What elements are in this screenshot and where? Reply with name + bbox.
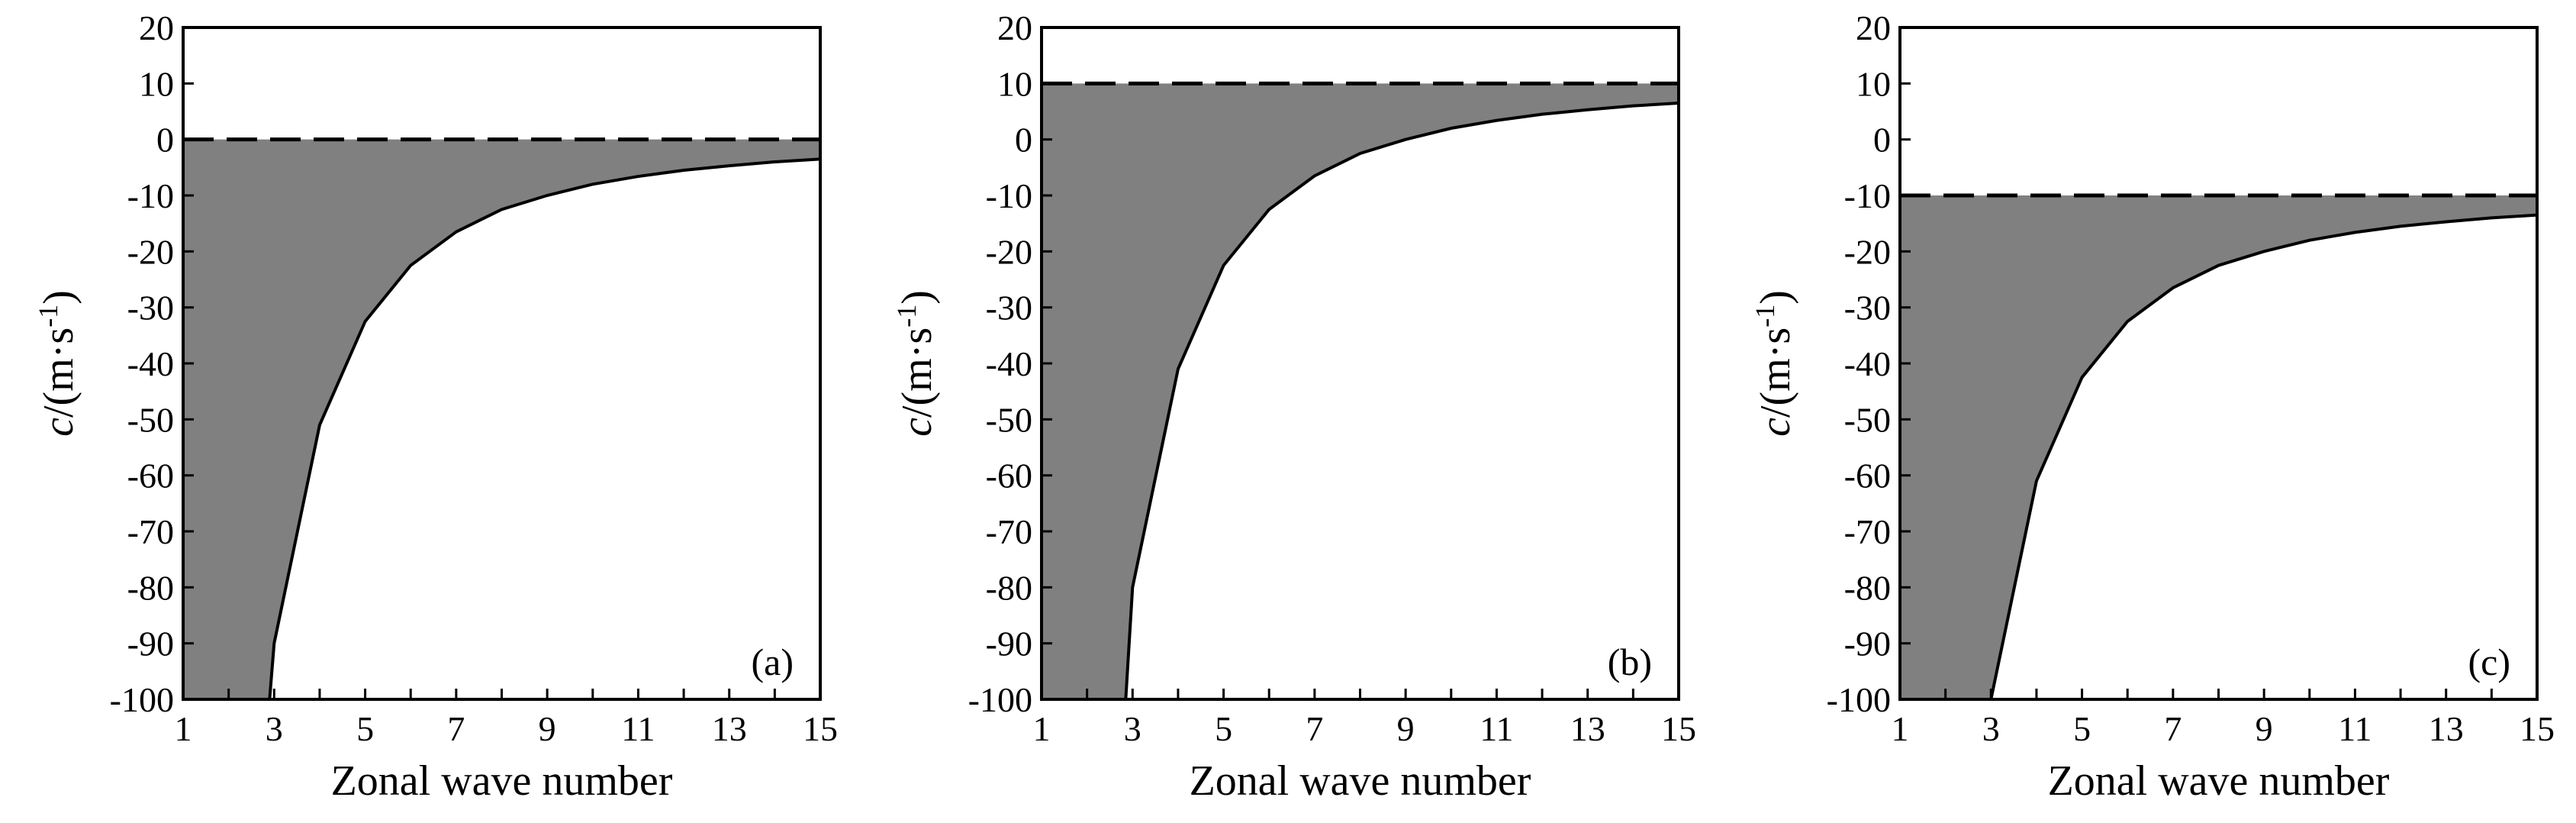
y-axis-title-close: ): [1752, 290, 1799, 305]
y-tick-label: -20: [127, 232, 174, 271]
y-tick-label: -70: [127, 512, 174, 551]
y-tick-label: -50: [986, 400, 1032, 439]
series-line: [1989, 213, 2537, 699]
y-axis-title: c/(m·s-1): [1750, 290, 1799, 437]
y-tick-label: 10: [1856, 64, 1891, 103]
y-axis-title: c/(m·s-1): [33, 290, 82, 437]
y-axis-title-sup: -1: [891, 305, 922, 328]
y-axis-title-unit: /(m·s: [35, 328, 82, 418]
y-tick-label: -70: [1844, 512, 1891, 551]
y-axis-title-sup: -1: [33, 305, 63, 328]
y-tick-label: -80: [127, 568, 174, 607]
y-tick-label: -90: [986, 625, 1032, 663]
panel-label: (b): [1608, 641, 1652, 683]
x-axis-title: Zonal wave number: [331, 757, 673, 805]
x-tick-label: 3: [266, 709, 283, 748]
y-tick-label: -40: [986, 344, 1032, 383]
y-tick-label: 0: [1873, 121, 1891, 160]
x-axis-title: Zonal wave number: [2048, 757, 2390, 805]
y-tick-label: 20: [139, 8, 174, 47]
y-tick-label: 10: [997, 64, 1032, 103]
y-tick-label: 10: [139, 64, 174, 103]
panel-label: (c): [2468, 641, 2511, 683]
y-tick-label: -50: [1844, 400, 1891, 439]
y-tick-label: -10: [127, 176, 174, 215]
y-axis-title-sup: -1: [1750, 305, 1780, 328]
y-tick-label: -30: [127, 289, 174, 328]
y-tick-label: 20: [997, 8, 1032, 47]
y-axis-title-unit: /(m·s: [894, 328, 941, 418]
y-tick-label: -80: [986, 568, 1032, 607]
shaded-area: [183, 139, 820, 699]
y-axis-title-close: ): [35, 290, 82, 305]
y-tick-label: -10: [1844, 176, 1891, 215]
x-tick-label: 9: [2256, 709, 2273, 748]
x-tick-label: 15: [803, 709, 838, 748]
y-tick-label: -30: [1844, 289, 1891, 328]
x-tick-label: 3: [1982, 709, 2000, 748]
y-tick-label: 0: [156, 121, 174, 160]
x-tick-label: 13: [712, 709, 747, 748]
y-axis-title-close: ): [894, 290, 941, 305]
y-tick-label: -90: [1844, 625, 1891, 663]
y-tick-label: -80: [1844, 568, 1891, 607]
y-tick-label: -90: [127, 625, 174, 663]
x-tick-label: 1: [1033, 709, 1051, 748]
x-tick-label: 11: [1480, 709, 1513, 748]
series-line: [268, 157, 820, 699]
y-tick-label: -60: [986, 457, 1032, 495]
y-axis-title-unit: /(m·s: [1752, 328, 1799, 418]
x-tick-label: 11: [621, 709, 655, 748]
series-line: [1124, 102, 1679, 699]
x-tick-label: 15: [1661, 709, 1696, 748]
x-tick-label: 9: [539, 709, 556, 748]
y-tick-label: 20: [1856, 8, 1891, 47]
x-tick-label: 5: [1215, 709, 1232, 748]
y-tick-label: -20: [986, 232, 1032, 271]
y-axis-title: c/(m·s-1): [891, 290, 941, 437]
y-tick-label: -40: [1844, 344, 1891, 383]
x-tick-label: 5: [356, 709, 374, 748]
panel-label: (a): [752, 641, 794, 683]
x-tick-label: 1: [175, 709, 192, 748]
shaded-area: [1900, 195, 2537, 699]
x-tick-label: 11: [2338, 709, 2372, 748]
shaded-area: [1042, 83, 1679, 699]
x-tick-label: 13: [1570, 709, 1605, 748]
x-tick-label: 1: [1892, 709, 1909, 748]
y-tick-label: -10: [986, 176, 1032, 215]
y-tick-label: -30: [986, 289, 1032, 328]
x-axis-title: Zonal wave number: [1190, 757, 1531, 805]
x-tick-label: 15: [2520, 709, 2555, 748]
x-tick-label: 7: [1306, 709, 1323, 748]
x-tick-label: 7: [447, 709, 465, 748]
x-tick-label: 9: [1397, 709, 1415, 748]
y-axis-title-var: c: [1752, 418, 1799, 437]
x-tick-label: 7: [2164, 709, 2182, 748]
x-tick-label: 5: [2073, 709, 2091, 748]
y-tick-label: -100: [1827, 680, 1891, 719]
x-tick-label: 3: [1124, 709, 1141, 748]
y-tick-label: 0: [1015, 121, 1032, 160]
y-axis-title-var: c: [35, 418, 82, 437]
y-tick-label: -50: [127, 400, 174, 439]
y-tick-label: -100: [968, 680, 1032, 719]
y-tick-label: -60: [1844, 457, 1891, 495]
x-tick-label: 13: [2429, 709, 2464, 748]
y-tick-label: -60: [127, 457, 174, 495]
y-tick-label: -100: [110, 680, 174, 719]
y-tick-label: -40: [127, 344, 174, 383]
y-tick-label: -20: [1844, 232, 1891, 271]
y-axis-title-var: c: [894, 418, 941, 437]
y-tick-label: -70: [986, 512, 1032, 551]
